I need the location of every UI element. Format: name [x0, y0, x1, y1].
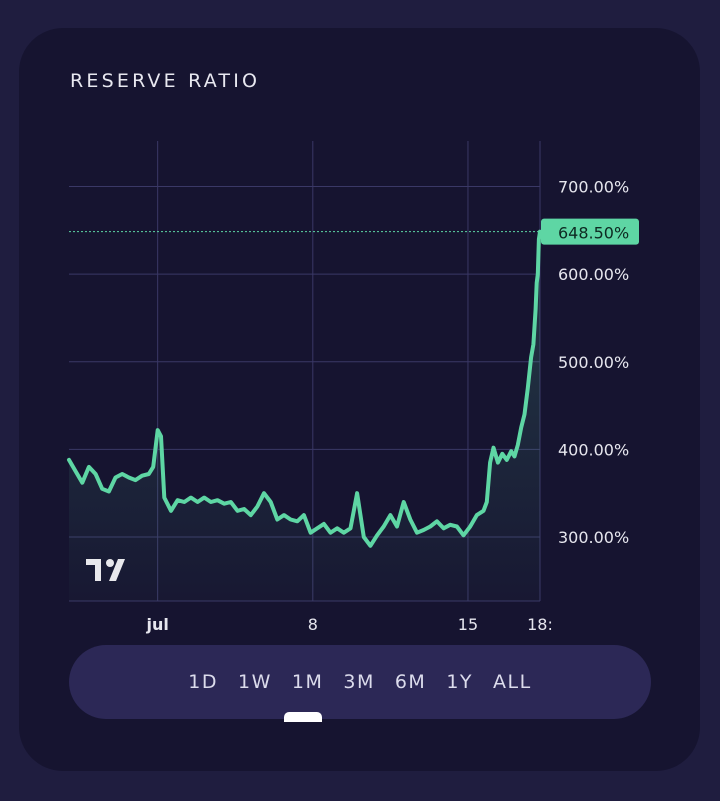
- last-value-badge: [541, 218, 639, 245]
- x-tick-label: jul: [145, 615, 168, 634]
- y-tick-label: 700.00%: [558, 178, 629, 197]
- range-1w-button[interactable]: 1W: [238, 671, 272, 693]
- card-title: RESERVE RATIO: [70, 70, 261, 92]
- y-tick-label: 400.00%: [558, 440, 629, 459]
- last-value-label: 648.50%: [558, 224, 629, 243]
- y-tick-label: 300.00%: [558, 528, 629, 547]
- y-tick-label: 600.00%: [558, 265, 629, 284]
- x-tick-label: 15: [458, 615, 478, 634]
- range-1d-button[interactable]: 1D: [188, 671, 218, 693]
- range-6m-button[interactable]: 6M: [394, 671, 427, 693]
- range-1m-button[interactable]: 1M: [291, 671, 324, 693]
- series-area: [69, 231, 540, 601]
- range-all-button[interactable]: ALL: [493, 671, 532, 693]
- time-range-selector: 1D 1W 1M 3M 6M 1Y ALL: [69, 645, 651, 719]
- range-1y-button[interactable]: 1Y: [446, 671, 474, 693]
- x-tick-label: 18:: [527, 615, 553, 634]
- active-range-indicator: [284, 712, 322, 722]
- range-3m-button[interactable]: 3M: [343, 671, 375, 693]
- tradingview-logo: [86, 556, 138, 588]
- y-tick-label: 500.00%: [558, 353, 629, 372]
- series-line: [67, 229, 542, 548]
- x-tick-label: 8: [308, 615, 318, 634]
